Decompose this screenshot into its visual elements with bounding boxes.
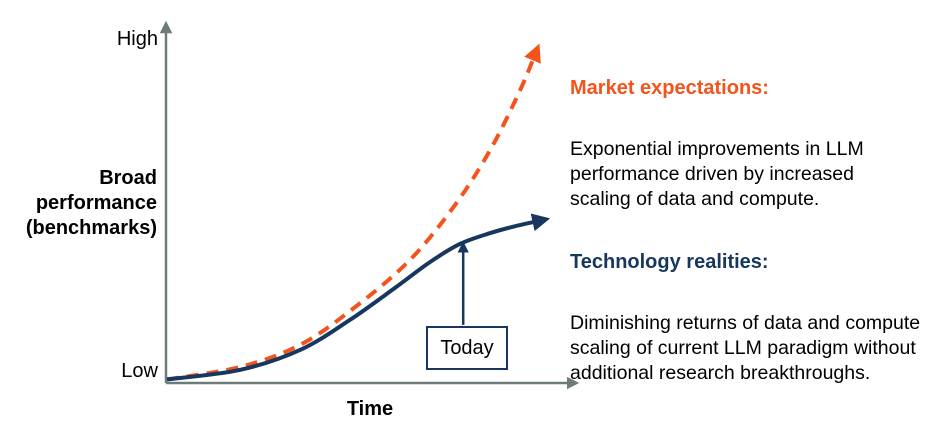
y-axis-low-label: Low [121, 360, 158, 382]
today-label: Today [440, 336, 494, 359]
x-axis-title: Time [346, 398, 394, 420]
market-expectations-note: Market expectations: Exponential improve… [570, 40, 864, 248]
y-axis-title: Broad performance (benchmarks) [25, 167, 157, 239]
technology-realities-note: Technology realities: Diminishing return… [570, 214, 920, 422]
y-axis-high-label: High [116, 28, 158, 50]
market-expectations-body: Exponential improvements in LLM performa… [570, 138, 864, 210]
technology-realities-body: Diminishing returns of data and compute … [570, 312, 921, 384]
today-label-box: Today [426, 326, 508, 370]
market-expectations-title: Market expectations: [570, 77, 769, 99]
technology-realities-title: Technology realities: [570, 251, 769, 273]
technology-realities-curve [166, 213, 551, 382]
